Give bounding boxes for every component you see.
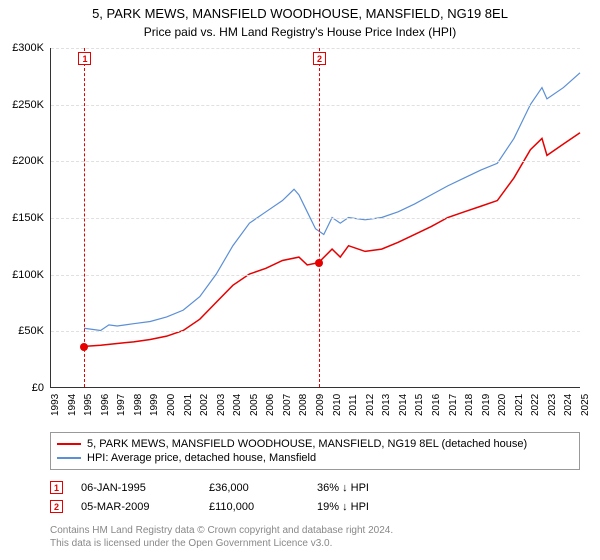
chart-title: 5, PARK MEWS, MANSFIELD WOODHOUSE, MANSF… [0,0,600,23]
x-tick-label: 2016 [431,394,442,416]
x-tick-label: 2002 [199,394,210,416]
legend-label: 5, PARK MEWS, MANSFIELD WOODHOUSE, MANSF… [87,438,527,450]
series-line-price_paid [84,133,580,347]
data-point-date: 05-MAR-2009 [81,501,191,513]
x-tick-label: 1997 [116,394,127,416]
x-tick-label: 1998 [133,394,144,416]
y-tick-label: £300K [12,42,44,54]
y-tick-label: £200K [12,155,44,167]
x-tick-label: 2001 [183,394,194,416]
marker-label-box: 2 [313,52,326,65]
marker-dot [80,343,88,351]
grid-line [51,105,580,106]
marker-dot [315,259,323,267]
y-tick-label: £150K [12,212,44,224]
x-tick-label: 2018 [464,394,475,416]
grid-line [51,275,580,276]
x-tick-label: 1994 [67,394,78,416]
grid-line [51,331,580,332]
y-axis-labels: £0£50K£100K£150K£200K£250K£300K [0,48,48,388]
x-tick-label: 2022 [530,394,541,416]
chart-subtitle: Price paid vs. HM Land Registry's House … [0,23,600,39]
data-point-date: 06-JAN-1995 [81,482,191,494]
footnote-line: Contains HM Land Registry data © Crown c… [50,524,393,537]
x-tick-label: 2020 [497,394,508,416]
x-tick-label: 2025 [580,394,591,416]
grid-line [51,48,580,49]
data-point-row: 1 06-JAN-1995 £36,000 36% ↓ HPI [50,478,369,497]
x-tick-label: 2014 [398,394,409,416]
marker-line [319,48,320,387]
x-tick-label: 2024 [563,394,574,416]
x-tick-label: 2011 [348,394,359,416]
x-tick-label: 2017 [448,394,459,416]
x-tick-label: 2008 [298,394,309,416]
footnote: Contains HM Land Registry data © Crown c… [50,524,393,550]
x-tick-label: 2009 [315,394,326,416]
chart-legend: 5, PARK MEWS, MANSFIELD WOODHOUSE, MANSF… [50,432,580,470]
data-point-marker: 1 [50,481,63,494]
grid-line [51,218,580,219]
x-tick-label: 2007 [282,394,293,416]
legend-label: HPI: Average price, detached house, Mans… [87,452,316,464]
series-line-hpi [84,73,580,331]
x-tick-label: 2004 [232,394,243,416]
x-tick-label: 2010 [332,394,343,416]
x-tick-label: 1993 [50,394,61,416]
legend-item: HPI: Average price, detached house, Mans… [57,451,573,465]
x-tick-label: 2000 [166,394,177,416]
x-tick-label: 1999 [149,394,160,416]
data-point-row: 2 05-MAR-2009 £110,000 19% ↓ HPI [50,497,369,516]
x-tick-label: 2013 [381,394,392,416]
data-point-pct: 36% ↓ HPI [317,482,369,494]
x-tick-label: 2021 [514,394,525,416]
y-tick-label: £0 [32,382,44,394]
x-tick-label: 2023 [547,394,558,416]
grid-line [51,161,580,162]
data-point-pct: 19% ↓ HPI [317,501,369,513]
marker-label-box: 1 [78,52,91,65]
chart-plot-area: 12 [50,48,580,388]
data-point-price: £110,000 [209,501,299,513]
y-tick-label: £100K [12,269,44,281]
y-tick-label: £50K [18,325,44,337]
footnote-line: This data is licensed under the Open Gov… [50,537,393,550]
data-point-price: £36,000 [209,482,299,494]
data-point-marker: 2 [50,500,63,513]
x-tick-label: 2019 [481,394,492,416]
legend-swatch [57,443,81,445]
legend-item: 5, PARK MEWS, MANSFIELD WOODHOUSE, MANSF… [57,437,573,451]
y-tick-label: £250K [12,99,44,111]
x-tick-label: 2006 [265,394,276,416]
x-tick-label: 2005 [249,394,260,416]
x-tick-label: 1996 [100,394,111,416]
legend-swatch [57,457,81,459]
data-points-table: 1 06-JAN-1995 £36,000 36% ↓ HPI 2 05-MAR-2009… [50,478,369,516]
x-tick-label: 2003 [216,394,227,416]
x-tick-label: 1995 [83,394,94,416]
x-tick-label: 2012 [365,394,376,416]
marker-line [84,48,85,387]
x-tick-label: 2015 [414,394,425,416]
